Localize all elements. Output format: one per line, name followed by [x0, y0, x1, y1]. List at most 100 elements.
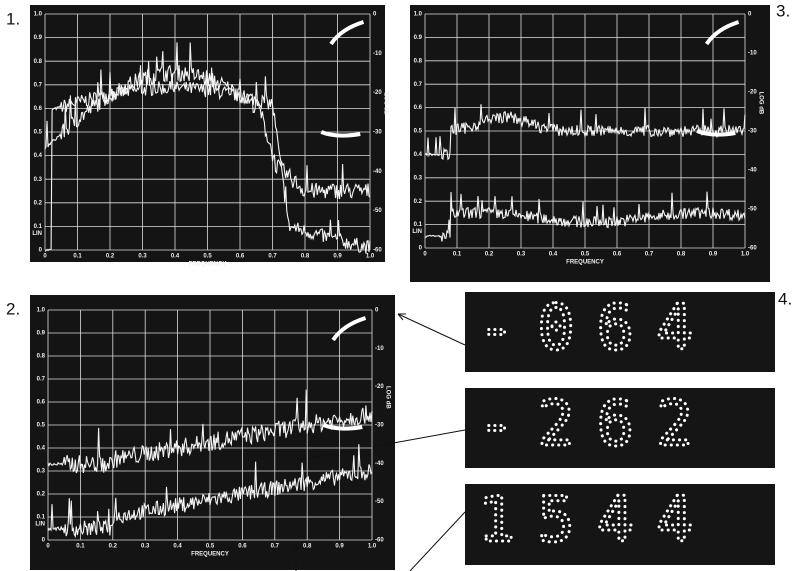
- panel-label: 4.: [778, 289, 792, 308]
- right-tick-label: -60: [375, 538, 384, 544]
- right-tick-label: -20: [375, 384, 384, 390]
- left-tick-label: 0.1: [37, 515, 46, 521]
- curved-arrow: [329, 20, 365, 46]
- right-tick-label: -30: [373, 130, 382, 136]
- right-tick-label: -40: [373, 169, 382, 175]
- curved-arrow: [320, 130, 361, 138]
- left-tick-label: 0.9: [37, 331, 46, 337]
- x-tick-label: 0.9: [333, 254, 342, 260]
- x-tick-label: 0.7: [645, 252, 654, 258]
- panel-frame: [410, 5, 770, 282]
- spectrum-trace: [47, 389, 373, 474]
- x-axis-title: FREQUENCY: [191, 552, 229, 558]
- right-axis-title: LOG dB: [757, 92, 763, 115]
- display-frame: [465, 292, 775, 372]
- left-tick-label: 0.2: [37, 492, 46, 498]
- x-tick-label: 0.4: [171, 254, 180, 260]
- left-tick-label: 0.5: [34, 130, 43, 136]
- right-tick-label: 0: [748, 12, 752, 18]
- right-tick-label: 0: [375, 308, 379, 314]
- left-tick-label: 0.5: [414, 129, 423, 135]
- left-tick-label: 0.3: [37, 469, 46, 475]
- left-tick-label: 0.6: [34, 106, 43, 112]
- right-axis-title: LOG dB: [382, 92, 388, 115]
- right-tick-label: -40: [748, 168, 757, 174]
- left-tick-label: 0.5: [37, 423, 46, 429]
- left-tick-label: 1.0: [34, 12, 43, 18]
- panel-label: 3.: [776, 1, 790, 20]
- dot-matrix-reading: -262: [478, 387, 715, 460]
- right-tick-label: -50: [748, 207, 757, 213]
- x-tick-label: 0: [46, 544, 50, 550]
- left-tick-label: 0.7: [414, 82, 423, 88]
- x-tick-label: 0.6: [613, 252, 622, 258]
- display-frame: [465, 484, 775, 565]
- right-axis-title: LOG dB: [384, 386, 390, 409]
- x-tick-label: 0.2: [109, 544, 118, 550]
- x-tick-label: 1.0: [741, 252, 750, 258]
- pointer-arrows: [291, 313, 466, 571]
- x-tick-label: 0.5: [581, 252, 590, 258]
- right-tick-label: -10: [373, 51, 382, 57]
- x-axis-title: FREQUENCY: [566, 260, 604, 266]
- curved-arrow: [322, 423, 363, 431]
- x-tick-label: 0.8: [301, 254, 310, 260]
- x-tick-label: 0.2: [106, 254, 115, 260]
- left-tick-label: 0.2: [34, 200, 43, 206]
- left-tick-label: 0.4: [37, 446, 46, 452]
- left-tick-label: 0.7: [34, 82, 43, 88]
- x-tick-label: 0.3: [517, 252, 526, 258]
- curved-arrow: [704, 20, 740, 46]
- x-axis-title: FREQUENCY: [189, 262, 227, 268]
- x-tick-label: 0.4: [173, 544, 182, 550]
- left-tick-label: 0.9: [34, 35, 43, 41]
- left-tick-label: 0.9: [414, 35, 423, 41]
- right-tick-label: -50: [373, 208, 382, 214]
- left-axis-title: LIN: [412, 229, 422, 235]
- panel-label: 1.: [6, 9, 20, 28]
- right-tick-label: -40: [375, 461, 384, 467]
- x-tick-label: 0.3: [141, 544, 150, 550]
- left-tick-label: 0.1: [34, 224, 43, 230]
- right-tick-label: -10: [375, 346, 384, 352]
- left-tick-label: 0.2: [414, 199, 423, 205]
- panel-label: 2.: [6, 299, 20, 318]
- display-frame: [465, 388, 775, 468]
- left-tick-label: 0: [39, 248, 43, 254]
- panel-frame: [30, 295, 395, 570]
- left-axis-title: LIN: [32, 231, 42, 237]
- spectrum-trace: [44, 42, 371, 200]
- left-axis-title: LIN: [35, 521, 45, 527]
- x-tick-label: 0.6: [238, 544, 247, 550]
- right-tick-label: -50: [375, 499, 384, 505]
- left-tick-label: 1.0: [414, 12, 423, 18]
- left-tick-label: 0.8: [414, 58, 423, 64]
- x-tick-label: 1.0: [366, 254, 375, 260]
- dot-matrix-reading: 1544: [478, 483, 715, 556]
- left-tick-label: 0.6: [37, 400, 46, 406]
- right-tick-label: 0: [373, 12, 377, 18]
- x-tick-label: 0: [423, 252, 427, 258]
- left-tick-label: 0.8: [37, 354, 46, 360]
- right-tick-label: -20: [373, 90, 382, 96]
- x-tick-label: 0.8: [303, 544, 312, 550]
- left-tick-label: 0.4: [34, 153, 43, 159]
- curved-arrow: [331, 316, 367, 342]
- right-tick-label: -60: [373, 248, 382, 254]
- left-tick-label: 0.3: [414, 175, 423, 181]
- x-tick-label: 0.1: [73, 254, 82, 260]
- x-tick-label: 0.1: [76, 544, 85, 550]
- left-tick-label: 0.8: [34, 59, 43, 65]
- left-tick-label: 0.4: [414, 152, 423, 158]
- x-tick-label: 0.3: [138, 254, 147, 260]
- x-tick-label: 0.1: [453, 252, 462, 258]
- right-tick-label: -30: [748, 129, 757, 135]
- left-tick-label: 0.3: [34, 177, 43, 183]
- dot-matrix-reading: -064: [478, 291, 715, 364]
- left-tick-label: 0.7: [37, 377, 46, 383]
- x-tick-label: 0.7: [271, 544, 280, 550]
- right-tick-label: -30: [375, 423, 384, 429]
- x-tick-label: 0.5: [206, 544, 215, 550]
- left-tick-label: 0: [42, 538, 46, 544]
